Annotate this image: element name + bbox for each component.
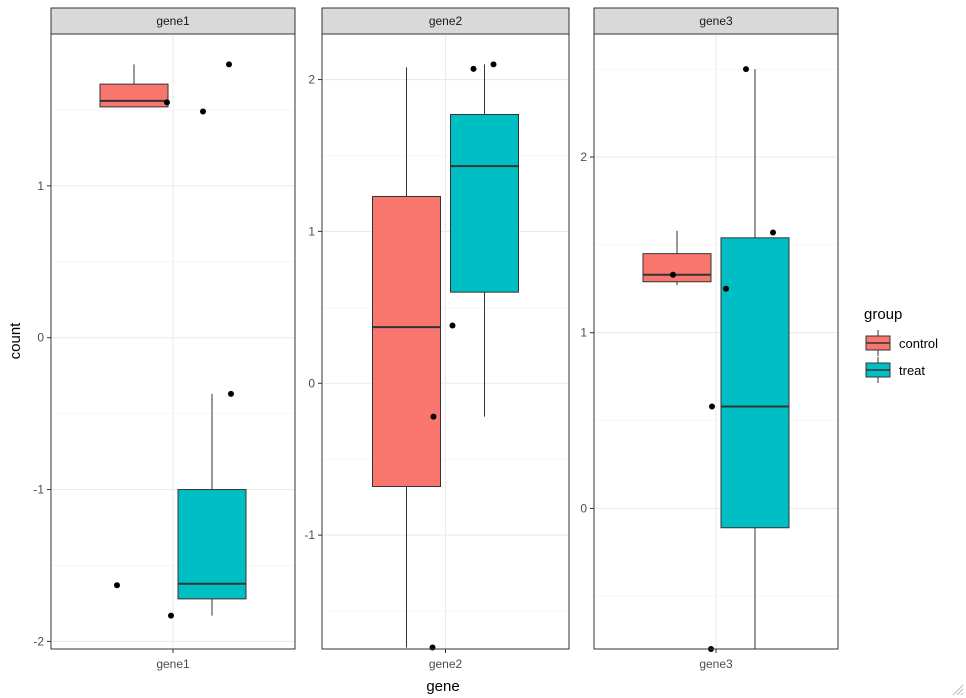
y-axis-title: count [7, 322, 24, 360]
y-tick-label: 1 [37, 179, 44, 193]
y-tick-label: 1 [308, 224, 315, 238]
box-body [720, 237, 790, 529]
facet-panel-gene1: gene1 -2 -1 0 1 gene1 [33, 7, 296, 671]
y-tick-label: 0 [580, 501, 587, 515]
data-point [770, 229, 776, 236]
data-point [449, 322, 456, 329]
box-gene2-control [372, 67, 441, 648]
data-point [470, 65, 477, 72]
box-gene3-control [642, 230, 712, 286]
resize-grip-icon [952, 684, 964, 696]
data-point [226, 61, 232, 68]
facet-strip [50, 7, 296, 35]
legend-label: control [899, 336, 938, 351]
legend-label: treat [899, 363, 925, 378]
x-axis-title: gene [426, 678, 459, 695]
x-tick-label: gene3 [699, 657, 733, 671]
box-body [99, 83, 169, 108]
box-body [450, 113, 519, 293]
legend: group control treat [864, 306, 938, 383]
data-point [490, 61, 497, 68]
facet-strip [593, 7, 839, 35]
data-point [114, 582, 120, 589]
facet-strip-label: gene2 [429, 14, 463, 28]
legend-key-treat: treat [865, 357, 925, 383]
facet-strip-label: gene1 [156, 14, 190, 28]
box-body [372, 195, 441, 488]
y-tick-label: 2 [308, 73, 315, 87]
facet-panel-gene2: gene2 -1 0 1 2 gene2 [304, 7, 570, 671]
data-point [430, 413, 437, 420]
box-gene3-treat [720, 69, 790, 649]
y-tick-label: -2 [33, 634, 44, 648]
legend-title: group [864, 306, 902, 323]
data-point [168, 612, 174, 619]
box-gene1-control [99, 64, 169, 108]
facet-panel-gene3: gene3 0 1 2 gene3 [580, 7, 839, 671]
y-tick-label: 1 [580, 326, 587, 340]
data-point [429, 644, 436, 651]
data-point [709, 403, 715, 410]
data-point [743, 66, 749, 73]
y-tick-label: 0 [308, 376, 315, 390]
x-tick-label: gene2 [429, 657, 463, 671]
y-tick-label: -1 [33, 483, 44, 497]
facet-strip-label: gene3 [699, 14, 733, 28]
box-body [177, 489, 247, 600]
data-point [723, 285, 729, 292]
legend-key-control: control [865, 330, 938, 356]
y-tick-label: 2 [580, 150, 587, 164]
facet-strip [321, 7, 570, 35]
y-tick-label: 0 [37, 331, 44, 345]
data-point [200, 108, 206, 115]
y-tick-label: -1 [304, 528, 315, 542]
data-point [164, 99, 170, 106]
data-point [228, 390, 234, 397]
box-body [642, 253, 712, 283]
x-tick-label: gene1 [156, 657, 190, 671]
box-gene1-treat [177, 393, 247, 616]
box-gene2-treat [450, 64, 519, 417]
facet-panels: gene1-2-101gene1gene2-1012gene2gene3012g… [33, 7, 839, 671]
data-point [670, 271, 676, 278]
